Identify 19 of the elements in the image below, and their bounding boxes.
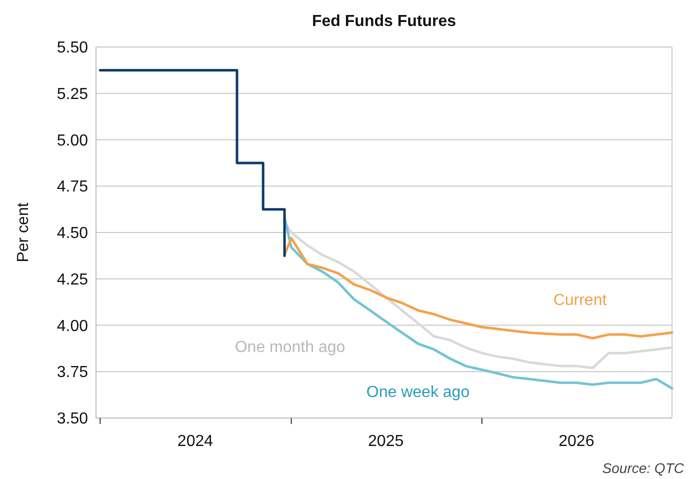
y-tick-label: 5.50 [56, 40, 88, 57]
y-tick-label: 5.25 [56, 86, 88, 103]
chart-title: Fed Funds Futures [312, 13, 456, 30]
y-tick-label: 5.00 [56, 132, 88, 150]
text: One month ago [234, 339, 346, 356]
line-series [283, 236, 674, 340]
y-tick-label: 4.25 [56, 271, 88, 288]
y-tick-label: 3.50 [56, 410, 88, 428]
y-tick-label: 4.75 [56, 178, 88, 196]
y-tick-label: 4.00 [56, 318, 88, 335]
x-tick-label: 2026 [558, 433, 594, 450]
series-label: One week ago [366, 384, 470, 401]
series-label: Current [553, 292, 608, 309]
y-tick-label: 3.75 [56, 364, 88, 382]
x-tick-label: 2025 [368, 433, 404, 450]
y-axis-title: Per cent [15, 202, 32, 262]
y-tick-label: 4.50 [56, 225, 88, 242]
source-note: Source: QTC [602, 460, 685, 476]
x-tick-label: 2024 [177, 433, 214, 450]
